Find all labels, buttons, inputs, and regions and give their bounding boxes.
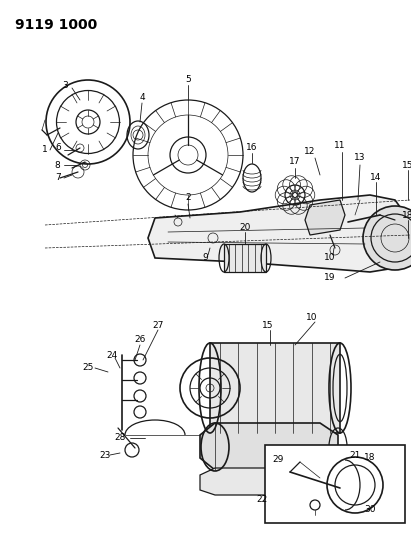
Text: 29: 29 (272, 456, 284, 464)
Text: 10: 10 (306, 313, 318, 322)
Polygon shape (148, 195, 408, 272)
Polygon shape (200, 468, 338, 495)
Polygon shape (224, 244, 266, 272)
Text: 8: 8 (54, 160, 60, 169)
Text: 15: 15 (402, 160, 411, 169)
Text: 16: 16 (246, 143, 258, 152)
FancyBboxPatch shape (265, 445, 405, 523)
Text: 22: 22 (256, 496, 268, 505)
Text: 9119 1000: 9119 1000 (15, 18, 97, 32)
Text: 2: 2 (185, 193, 191, 203)
Text: 28: 28 (114, 433, 126, 442)
Text: 30: 30 (364, 505, 376, 514)
Text: 13: 13 (354, 154, 366, 163)
Text: 10: 10 (324, 254, 336, 262)
Text: 17: 17 (289, 157, 301, 166)
Text: 27: 27 (152, 320, 164, 329)
Text: 1: 1 (42, 146, 48, 155)
Polygon shape (305, 200, 345, 235)
Text: 23: 23 (99, 450, 111, 459)
Text: 12: 12 (304, 148, 316, 157)
Polygon shape (210, 343, 340, 433)
Text: 5: 5 (185, 76, 191, 85)
Text: 11: 11 (334, 141, 346, 149)
Text: 9: 9 (202, 254, 208, 262)
Text: 3: 3 (62, 80, 68, 90)
Circle shape (363, 206, 411, 270)
Text: 19: 19 (324, 273, 336, 282)
Text: 20: 20 (239, 223, 251, 232)
Text: 24: 24 (106, 351, 118, 359)
Text: 7: 7 (55, 174, 61, 182)
Text: 15: 15 (262, 320, 274, 329)
Text: 4: 4 (139, 93, 145, 102)
Text: 25: 25 (82, 364, 94, 373)
Text: 18: 18 (402, 211, 411, 220)
Text: 6: 6 (55, 143, 61, 152)
Polygon shape (200, 423, 338, 470)
Text: 14: 14 (370, 174, 382, 182)
Text: 21: 21 (349, 450, 361, 459)
Text: 26: 26 (134, 335, 145, 344)
Text: 18: 18 (364, 454, 376, 463)
